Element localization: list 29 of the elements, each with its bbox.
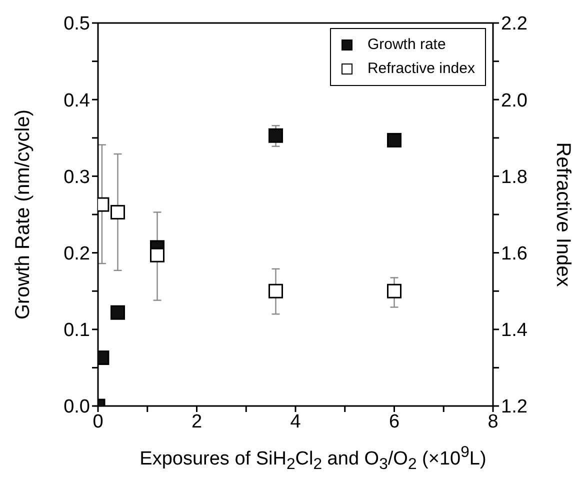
text: 0.0 <box>64 396 90 418</box>
point <box>387 132 402 148</box>
text: 2.0 <box>501 90 528 112</box>
y2-tick-label: 1.6 <box>501 244 528 265</box>
point <box>110 305 125 320</box>
point <box>110 204 125 220</box>
point <box>387 284 402 298</box>
x-tick-label: 0 <box>92 411 104 432</box>
y2-tick-label: 1.8 <box>501 166 528 188</box>
y-tick-label: 0.2 <box>64 244 90 265</box>
text: Exposures of SiH$_{2}$Cl$_{2}$ and O$_{3}$/O$_{2}$ (×10$^{9}$L) <box>140 444 486 474</box>
y-tick-label: 0.5 <box>64 14 90 35</box>
point <box>150 248 164 262</box>
y-axis-title: Growth Rate (nm/cycle) <box>12 109 34 320</box>
x-tick-label: 6 <box>388 411 400 432</box>
y2-tick-label: 1.4 <box>501 320 528 342</box>
x-tick-label: 8 <box>488 411 498 432</box>
legend-label: Growth rate <box>367 35 446 55</box>
legend-label: Refractive index <box>367 59 475 79</box>
y-tick-label: 0.4 <box>64 90 90 112</box>
point <box>268 128 283 143</box>
y-tick-label: 0.3 <box>64 166 90 188</box>
y2-axis-title: Refractive Index <box>552 142 574 287</box>
x-tick-label: 4 <box>290 411 302 432</box>
y2-tick-label: 2.2 <box>501 14 528 35</box>
x-tick-label: 2 <box>191 411 202 432</box>
y-tick-label: 0.1 <box>64 320 90 342</box>
y2-tick-label: 1.2 <box>501 396 528 418</box>
point <box>268 284 283 298</box>
